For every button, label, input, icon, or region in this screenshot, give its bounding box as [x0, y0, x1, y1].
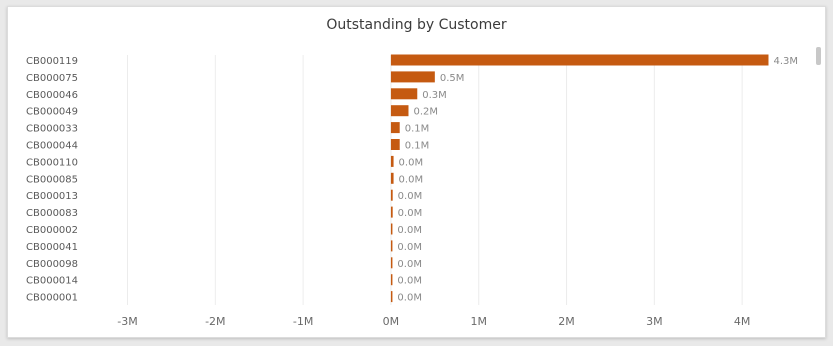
data-label: 0.0M [399, 157, 424, 168]
bar [390, 155, 394, 167]
chart-card: Outstanding by Customer -3M -2M -1M 0M 1M 2M 3… [7, 6, 826, 338]
bar [390, 291, 393, 303]
data-label: 0.0M [398, 208, 423, 219]
bar [390, 274, 393, 286]
chart-title: Outstanding by Customer [326, 17, 507, 33]
bar [390, 223, 393, 235]
category-label: CB000075 [26, 73, 78, 84]
bar [390, 189, 393, 201]
bar [390, 88, 418, 100]
data-label: 0.0M [397, 259, 422, 270]
data-label: 0.0M [398, 191, 423, 202]
category-label: CB000098 [26, 259, 78, 270]
bar [390, 71, 435, 83]
category-label: CB000001 [26, 293, 78, 304]
category-label: CB000033 [26, 124, 78, 135]
data-label: 0.0M [397, 242, 422, 253]
bar [390, 122, 400, 134]
bar [390, 139, 400, 150]
category-label: CB000044 [26, 141, 78, 152]
data-label: 0.5M [440, 73, 465, 84]
category-label: CB000049 [26, 107, 78, 118]
x-tick-label: -1M [293, 315, 313, 328]
category-label: CB000041 [26, 242, 78, 253]
data-label: 0.1M [405, 124, 430, 135]
x-tick-label: -2M [205, 315, 225, 328]
category-label: CB000014 [26, 276, 78, 287]
x-tick-label: -3M [117, 315, 137, 328]
data-label: 0.3M [422, 90, 447, 101]
bar-chart: -3M -2M -1M 0M 1M 2M 3M 4M CB000119 4.3M CB000075 0… [26, 54, 798, 328]
category-label: CB000119 [26, 56, 78, 67]
data-label: 0.0M [397, 225, 422, 236]
category-label: CB000110 [26, 157, 78, 168]
data-label: 0.1M [405, 141, 430, 152]
category-label: CB000002 [26, 225, 78, 236]
data-label: 0.2M [413, 107, 438, 118]
bar [390, 240, 393, 252]
bar [390, 206, 393, 218]
bar [390, 172, 394, 184]
category-label: CB000013 [26, 191, 78, 202]
x-tick-label: 1M [470, 315, 487, 328]
data-label: 4.3M [773, 56, 798, 67]
data-label: 0.0M [397, 276, 422, 287]
category-label: CB000085 [26, 174, 78, 185]
bar [390, 105, 409, 117]
category-label: CB000083 [26, 208, 78, 219]
data-label: 0.0M [399, 174, 424, 185]
x-tick-label: 0M [383, 315, 400, 328]
scrollbar-thumb[interactable] [816, 47, 821, 65]
x-tick-label: 2M [558, 315, 575, 328]
bar [390, 257, 393, 269]
bar [390, 54, 769, 66]
x-tick-label: 4M [734, 315, 751, 328]
x-tick-label: 3M [646, 315, 663, 328]
category-label: CB000046 [26, 90, 78, 101]
data-label: 0.0M [397, 293, 422, 304]
